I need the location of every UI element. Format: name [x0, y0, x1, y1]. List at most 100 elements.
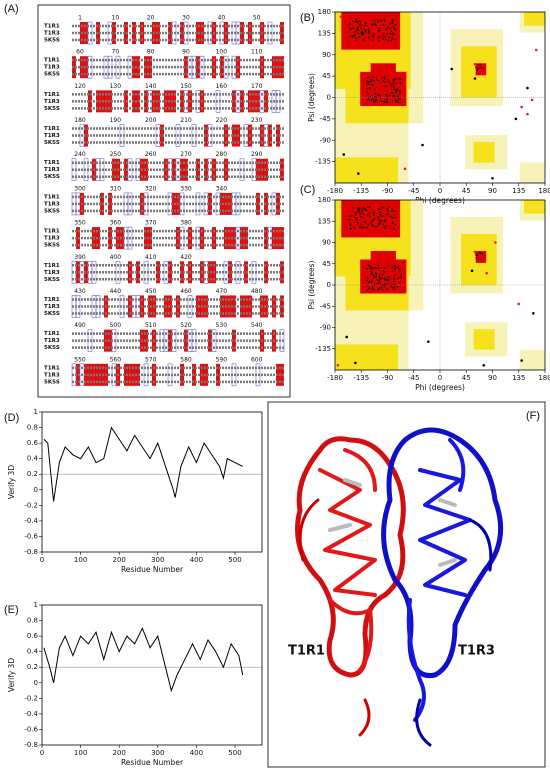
- residue-cluster: [356, 218, 358, 221]
- residue-point: [336, 363, 340, 367]
- sequence-name: 5K5S: [44, 106, 60, 112]
- residue-cluster: [355, 37, 357, 39]
- sequence-name: T1R3: [44, 338, 60, 344]
- residue-cluster: [381, 215, 383, 217]
- residue-cluster: [377, 264, 380, 267]
- residue-cluster: [386, 97, 389, 100]
- residue-cluster: [377, 94, 380, 96]
- region: [473, 141, 495, 163]
- residue-point: [403, 167, 407, 171]
- sequence-name: T1R3: [44, 270, 60, 276]
- residue-cluster: [369, 211, 371, 214]
- residue-cluster: [384, 35, 386, 38]
- residue-cluster: [366, 214, 369, 216]
- residue-cluster: [366, 284, 369, 287]
- x-axis-label: Phi (degrees): [415, 383, 465, 392]
- region: [335, 157, 398, 183]
- ruler-number: 490: [74, 322, 86, 329]
- residue-cluster: [399, 276, 401, 279]
- region: [370, 63, 396, 77]
- x-tick-label: 45: [462, 187, 471, 195]
- residue-cluster: [387, 36, 390, 38]
- ruler-number: 30: [182, 15, 190, 22]
- sequence-name: T1R3: [44, 236, 60, 242]
- residue-cluster: [371, 272, 373, 274]
- ruler-number: 210: [180, 117, 192, 124]
- residue-cluster: [388, 215, 391, 218]
- residue-cluster: [369, 80, 372, 83]
- y-tick-label: -0.6: [24, 725, 38, 733]
- residue-cluster: [373, 101, 376, 104]
- residue-cluster: [354, 20, 357, 23]
- residue-point: [357, 172, 360, 175]
- residue-cluster: [374, 92, 377, 95]
- x-tick-label: -135: [353, 374, 369, 382]
- residue-point: [482, 363, 486, 367]
- residue-cluster: [385, 100, 388, 103]
- ruler-number: 350: [74, 220, 86, 227]
- ruler-number: 190: [110, 117, 122, 124]
- residue-cluster: [373, 23, 376, 26]
- residue-point: [342, 153, 346, 156]
- residue-cluster: [371, 266, 374, 269]
- panel-label: (F): [526, 410, 540, 422]
- residue-cluster: [384, 277, 386, 279]
- residue-cluster: [359, 20, 361, 22]
- ruler-number: 360: [110, 220, 122, 227]
- region: [341, 12, 401, 50]
- residue-cluster: [364, 209, 367, 211]
- residue-cluster: [383, 78, 386, 80]
- residue-cluster: [394, 216, 397, 219]
- y-axis-label: Psi (degrees): [307, 261, 316, 310]
- residue-cluster: [372, 211, 375, 214]
- y-axis-label: Psi (degrees): [307, 73, 316, 122]
- residue-cluster: [391, 37, 394, 40]
- x-tick-label: -180: [327, 374, 343, 382]
- sequence-name: 5K5S: [44, 277, 60, 283]
- ruler-number: 340: [216, 185, 228, 192]
- residue-cluster: [482, 68, 485, 70]
- residue-cluster: [377, 267, 380, 270]
- y-tick-label: -90: [320, 136, 331, 144]
- residue-cluster: [384, 219, 386, 221]
- y-tick-label: -0.8: [24, 741, 38, 749]
- residue-cluster: [394, 77, 396, 80]
- residue-cluster: [392, 221, 394, 224]
- residue-cluster: [368, 76, 370, 78]
- residue-cluster: [367, 36, 370, 38]
- y-tick-label: 0.6: [27, 632, 39, 640]
- residue-cluster: [376, 21, 379, 23]
- residue-cluster: [384, 38, 387, 41]
- x-tick-label: 90: [488, 374, 497, 382]
- y-tick-label: 1: [34, 601, 38, 609]
- residue-cluster: [391, 266, 394, 269]
- residue-cluster: [368, 30, 370, 33]
- ruler-number: 570: [145, 356, 157, 363]
- residue-cluster: [392, 20, 394, 22]
- x-tick-label: 400: [190, 749, 203, 757]
- residue-cluster: [387, 78, 389, 81]
- residue-cluster: [388, 81, 390, 83]
- sequence-name: T1R1: [44, 126, 60, 132]
- residue-cluster: [368, 37, 371, 40]
- y-tick-label: 180: [318, 8, 331, 16]
- residue-cluster: [399, 78, 402, 81]
- residue-cluster: [392, 280, 395, 283]
- residue-cluster: [391, 207, 393, 210]
- residue-cluster: [370, 78, 372, 81]
- residue-cluster: [391, 216, 394, 219]
- sequence-name: T1R1: [44, 365, 60, 371]
- ruler-number: 170: [251, 83, 263, 90]
- residue-cluster: [380, 266, 382, 269]
- residue-point: [491, 176, 494, 180]
- residue-cluster: [371, 83, 373, 86]
- residue-cluster: [378, 39, 380, 42]
- residue-cluster: [378, 287, 380, 290]
- residue-cluster: [354, 213, 357, 216]
- residue-cluster: [367, 93, 369, 95]
- residue-cluster: [374, 96, 376, 98]
- y-tick-label: 0.4: [27, 455, 39, 463]
- x-tick-label: 90: [488, 187, 497, 195]
- ruler-number: 560: [110, 356, 122, 363]
- residue-cluster: [393, 264, 396, 267]
